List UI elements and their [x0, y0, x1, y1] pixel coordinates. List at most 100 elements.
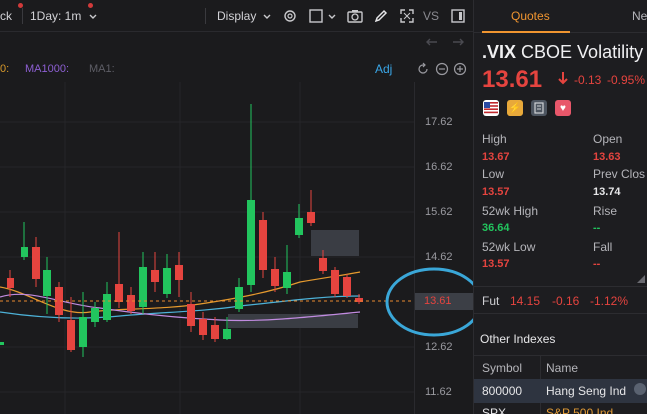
us-flag-icon	[483, 100, 499, 116]
display-dropdown[interactable]: Display	[217, 9, 257, 23]
chart-toolbar: ck 1Day: 1m Display VS	[0, 0, 473, 32]
price-tick: 11.62	[425, 386, 452, 398]
candle	[67, 320, 75, 350]
candle	[307, 212, 315, 223]
candles	[0, 104, 363, 357]
lightning-icon[interactable]: ⚡	[507, 100, 523, 116]
price-change: -0.13	[574, 73, 602, 87]
high-label: High	[482, 132, 507, 146]
price-tick: 17.62	[425, 116, 453, 128]
low-label: Low	[482, 167, 505, 181]
row-name: Hang Seng Ind	[546, 384, 627, 398]
interval-dropdown[interactable]: 1Day: 1m	[30, 9, 82, 23]
table-row[interactable]: SPX S&P 500 Ind	[474, 403, 647, 414]
redo-icon[interactable]	[448, 34, 466, 52]
high-value: 13.67	[482, 151, 510, 163]
rise-label: Rise	[593, 204, 618, 218]
row-symbol: SPX	[482, 406, 507, 414]
settings-gear-icon[interactable]	[281, 7, 299, 25]
candle	[139, 267, 147, 307]
ma-line-purple	[0, 293, 361, 322]
current-price-tag-text: 13.61	[424, 295, 452, 307]
fut-label: Fut	[482, 294, 500, 308]
candle	[343, 277, 351, 296]
indicator-ma1000[interactable]: MA1000:	[25, 63, 70, 75]
prev-close-value: 13.74	[593, 186, 621, 198]
wk52-high-label: 52wk High	[482, 204, 539, 218]
price-axis: 17.62 16.62 15.62 14.62 12.62 11.62 13.6…	[414, 82, 473, 414]
candlestick-chart[interactable]	[0, 82, 473, 414]
open-label: Open	[593, 132, 623, 146]
prev-close-label: Prev Clos	[593, 167, 646, 181]
candle	[55, 287, 63, 315]
row-name: S&P 500 Ind	[546, 406, 614, 414]
wk52-high-value: 36.64	[482, 222, 510, 234]
zoom-in-icon[interactable]	[451, 60, 469, 78]
highlight-circle-annotation	[385, 267, 483, 337]
chevron-down-icon[interactable]	[84, 8, 102, 26]
adjust-button[interactable]: Adj	[375, 62, 393, 76]
chevron-down-icon[interactable]	[323, 8, 341, 26]
futures-row[interactable]: Fut 14.15 -0.16 -1.12%	[474, 286, 647, 314]
candle	[211, 325, 219, 339]
candle	[259, 220, 267, 270]
price-tick: 15.62	[425, 206, 453, 218]
candle	[199, 319, 207, 335]
range-box	[228, 314, 358, 328]
candle	[103, 294, 111, 320]
indicator-ma1[interactable]: MA1:	[89, 63, 115, 75]
symbol-name: CBOE Volatility	[521, 42, 644, 62]
candle	[235, 287, 243, 309]
toolbar-cut-label[interactable]: ck	[0, 9, 12, 23]
chevron-down-icon[interactable]	[258, 8, 276, 26]
other-indexes-header: Symbol Name	[474, 355, 647, 379]
fall-label: Fall	[593, 240, 613, 254]
pencil-icon[interactable]	[372, 7, 390, 25]
document-icon[interactable]	[531, 100, 547, 116]
range-box	[311, 230, 359, 256]
undo-icon[interactable]	[424, 34, 442, 52]
wk52-low-value: 13.57	[482, 258, 510, 270]
last-price: 13.61	[482, 66, 543, 93]
symbol-ticker: .VIX	[482, 42, 517, 62]
camera-icon[interactable]	[346, 7, 364, 25]
row-symbol: 800000	[482, 384, 523, 398]
resize-corner-icon[interactable]	[637, 272, 645, 286]
candle	[223, 329, 231, 339]
price-tick: 16.62	[425, 161, 453, 173]
down-arrow-icon	[557, 70, 569, 89]
tab-quotes[interactable]: Quotes	[511, 9, 550, 23]
symbol-title: .VIX CBOE Volatility	[482, 42, 643, 63]
candle	[331, 270, 339, 294]
candle	[43, 270, 51, 296]
candle	[7, 278, 14, 288]
status-dot	[88, 3, 93, 8]
candle	[187, 304, 195, 326]
fut-pct: -1.12%	[590, 294, 629, 308]
heart-icon[interactable]: ♥	[555, 100, 571, 116]
square-outline-icon[interactable]	[307, 7, 325, 25]
candle	[115, 284, 123, 302]
fut-price: 14.15	[510, 294, 541, 308]
fullscreen-icon[interactable]	[398, 7, 416, 25]
col-symbol: Symbol	[482, 361, 523, 375]
price-tick: 14.62	[425, 251, 453, 263]
zoom-out-icon[interactable]	[433, 60, 451, 78]
rise-value: --	[593, 222, 601, 234]
wk52-low-label: 52wk Low	[482, 240, 536, 254]
table-row[interactable]: 800000 Hang Seng Ind	[474, 379, 647, 403]
reset-icon[interactable]	[414, 60, 432, 78]
candle	[127, 295, 135, 311]
panel-layout-icon[interactable]	[449, 7, 467, 25]
candle	[79, 317, 87, 347]
info-icon[interactable]	[634, 383, 646, 395]
candle	[0, 342, 4, 345]
low-value: 13.57	[482, 186, 510, 198]
fall-value: --	[593, 258, 601, 270]
other-indexes-title: Other Indexes	[480, 332, 556, 346]
price-tick: 12.62	[425, 341, 453, 353]
candle	[319, 258, 327, 271]
compare-vs-button[interactable]: VS	[423, 9, 440, 23]
candle	[163, 268, 171, 294]
tab-news[interactable]: Ne	[632, 9, 647, 23]
